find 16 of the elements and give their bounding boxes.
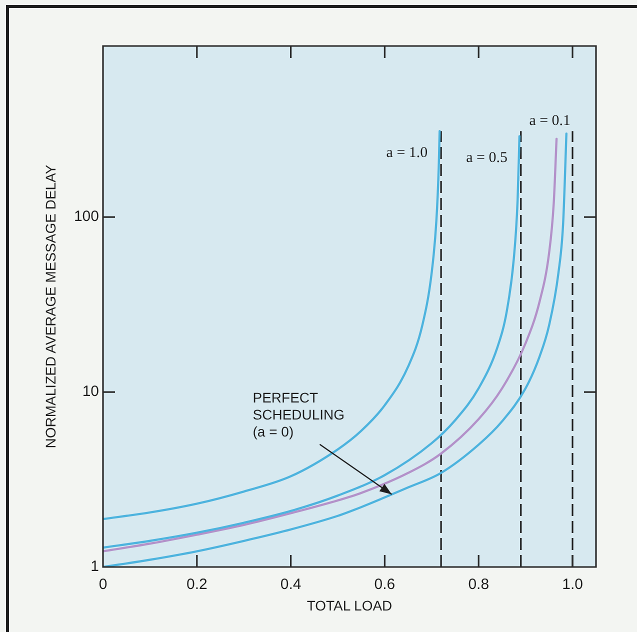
x-tick-label: 0.2 <box>186 576 208 594</box>
x-tick-label: 1.0 <box>562 576 583 594</box>
x-tick-label: 0.6 <box>374 576 396 594</box>
x-tick-label: 0 <box>98 576 108 594</box>
y-axis-title: NORMALIZED AVERAGE MESSAGE DELAY <box>42 164 58 448</box>
series-label: a = 1.0 <box>386 145 428 162</box>
x-axis-title: TOTAL LOAD <box>306 597 392 614</box>
y-tick-label: 10 <box>82 383 99 400</box>
series-label: a = 0.1 <box>529 112 571 129</box>
line-series <box>103 130 441 520</box>
x-tick-label: 0.4 <box>280 576 302 594</box>
annotation: PERFECT SCHEDULING (a = 0) <box>252 389 345 440</box>
y-tick-label: 100 <box>74 208 99 226</box>
y-tick-label: 1 <box>90 558 99 576</box>
x-tick-label: 0.8 <box>468 576 490 594</box>
series-label: a = 0.5 <box>466 150 508 166</box>
